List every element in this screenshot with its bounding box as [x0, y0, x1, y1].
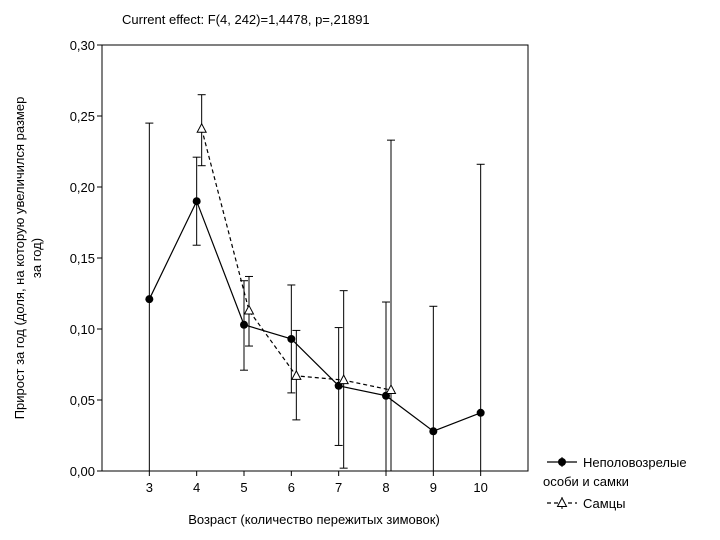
x-axis-label: Возраст (количество пережитых зимовок) — [188, 512, 440, 527]
data-point — [338, 374, 349, 385]
plot-border — [101, 44, 529, 472]
x-tick-label: 10 — [473, 480, 487, 495]
y-tick-label: 0,00 — [70, 464, 95, 479]
data-point — [240, 320, 248, 329]
x-axis-ticks: 3 4 5 6 7 8 9 10 — [146, 471, 488, 495]
y-axis-label: Прирост за год (доля, на которую увеличи… — [12, 97, 44, 420]
y-axis-label-line: за год) — [29, 238, 44, 278]
x-tick-label: 3 — [146, 480, 153, 495]
data-point — [476, 408, 485, 417]
x-tick-label: 5 — [240, 480, 247, 495]
legend-label: Самцы — [583, 496, 626, 511]
y-axis-ticks: 0,00 0,05 0,10 0,15 0,20 0,25 0,30 — [70, 38, 102, 479]
x-tick-label: 8 — [382, 480, 389, 495]
y-tick-label: 0,05 — [70, 393, 95, 408]
y-axis-label-line: Прирост за год (доля, на которую увеличи… — [12, 97, 27, 420]
plot-area — [145, 94, 485, 471]
legend: Неполовозрелые особи и самки Самцы — [543, 455, 687, 511]
data-point — [291, 369, 302, 380]
y-tick-label: 0,25 — [70, 109, 95, 124]
y-tick-label: 0,20 — [70, 180, 95, 195]
legend-swatch-marker — [558, 458, 566, 466]
data-point — [287, 334, 296, 343]
legend-label: особи и самки — [543, 474, 629, 489]
data-point — [192, 197, 201, 206]
series-1-line — [148, 199, 481, 432]
x-tick-label: 6 — [288, 480, 295, 495]
data-point — [196, 122, 207, 133]
legend-swatch-marker — [556, 496, 568, 507]
data-point — [243, 304, 255, 315]
y-tick-label: 0,30 — [70, 38, 95, 53]
x-tick-label: 4 — [193, 480, 200, 495]
y-axis-label-group: Прирост за год (доля, на которую увеличи… — [12, 97, 44, 420]
y-tick-label: 0,10 — [70, 322, 95, 337]
x-tick-label: 7 — [335, 480, 342, 495]
data-point — [429, 427, 438, 436]
y-tick-label: 0,15 — [70, 251, 95, 266]
legend-label: Неполовозрелые — [583, 455, 687, 470]
plot-frame — [101, 44, 529, 472]
chart-title: Current effect: F(4, 242)=1,4478, p=,218… — [122, 12, 370, 27]
data-point — [145, 295, 154, 304]
x-tick-label: 9 — [430, 480, 437, 495]
data-point — [385, 383, 397, 395]
